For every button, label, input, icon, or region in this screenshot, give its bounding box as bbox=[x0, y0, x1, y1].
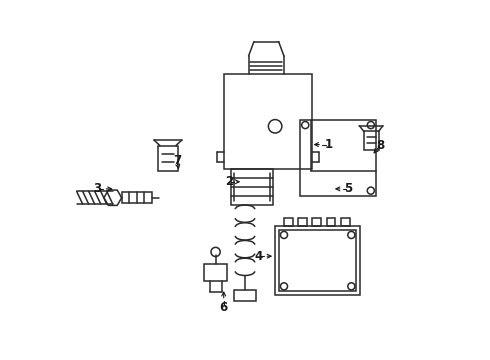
Bar bbox=[224, 74, 312, 169]
Bar bbox=[275, 226, 360, 295]
Text: 8: 8 bbox=[376, 139, 385, 152]
Bar bbox=[158, 145, 178, 171]
Bar bbox=[122, 192, 152, 203]
Bar bbox=[326, 218, 335, 226]
Text: 4: 4 bbox=[254, 250, 263, 263]
Bar bbox=[298, 218, 307, 226]
Bar bbox=[284, 218, 293, 226]
Bar bbox=[204, 264, 227, 281]
Bar bbox=[234, 290, 256, 301]
Bar bbox=[231, 169, 273, 205]
Text: 6: 6 bbox=[220, 301, 228, 314]
Bar bbox=[364, 131, 379, 150]
Text: 2: 2 bbox=[225, 175, 233, 188]
Text: 3: 3 bbox=[93, 183, 101, 195]
Text: 1: 1 bbox=[324, 138, 332, 151]
Bar bbox=[312, 218, 321, 226]
Bar bbox=[341, 218, 349, 226]
Bar bbox=[279, 230, 356, 291]
Bar bbox=[300, 120, 376, 196]
Text: 7: 7 bbox=[173, 154, 181, 167]
Text: 5: 5 bbox=[344, 183, 353, 195]
